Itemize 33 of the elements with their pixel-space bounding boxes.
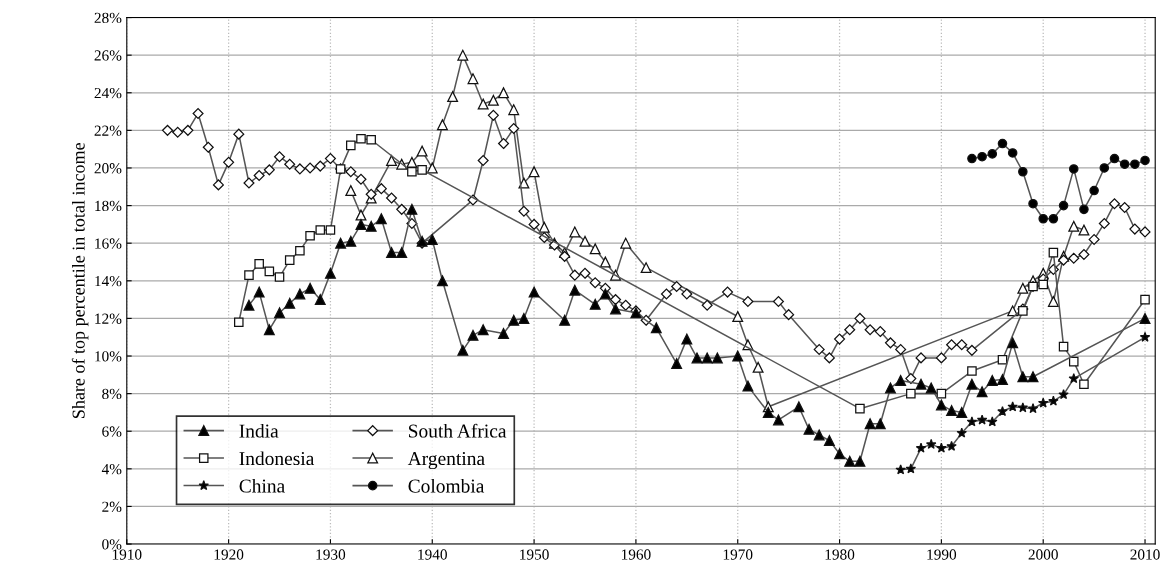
- x-tick-label: 1980: [825, 549, 855, 560]
- y-tick-label: 16%: [95, 238, 122, 249]
- x-tick-label: 1950: [520, 549, 549, 560]
- x-tick-label: 1970: [723, 549, 753, 560]
- x-tick-label: 1930: [316, 549, 346, 560]
- legend-label: India: [239, 423, 279, 438]
- y-axis-title: Share of top percentile in total income: [71, 143, 89, 418]
- y-tick-label: 20%: [94, 163, 122, 174]
- y-tick-label: 12%: [95, 313, 122, 324]
- x-tick-label: 1990: [927, 549, 957, 560]
- x-tick-label: 1960: [621, 549, 651, 560]
- legend-label: Indonesia: [239, 451, 315, 466]
- y-tick-label: 24%: [94, 87, 122, 99]
- legend-label: South Africa: [408, 423, 507, 438]
- y-tick-label: 8%: [102, 388, 122, 400]
- x-tick-label: 1910: [112, 549, 142, 560]
- y-tick-label: 4%: [101, 463, 122, 475]
- x-tick-label: 1940: [418, 549, 447, 560]
- y-tick-label: 6%: [102, 426, 122, 437]
- y-tick-label: 26%: [94, 50, 122, 61]
- legend-label: Argentina: [407, 452, 485, 470]
- y-tick-label: 0%: [102, 539, 122, 550]
- legend-label: Colombia: [408, 478, 485, 493]
- y-tick-label: 14%: [95, 275, 122, 287]
- legend-label: China: [239, 478, 285, 493]
- y-tick-label: 28%: [94, 12, 122, 24]
- x-tick-label: 2010: [1130, 549, 1160, 560]
- y-tick-label: 10%: [95, 351, 122, 362]
- y-tick-label: 18%: [95, 200, 122, 212]
- x-tick-label: 1920: [214, 549, 244, 560]
- x-tick-label: 2000: [1028, 549, 1058, 560]
- y-tick-label: 2%: [102, 501, 122, 512]
- y-tick-label: 22%: [94, 125, 122, 136]
